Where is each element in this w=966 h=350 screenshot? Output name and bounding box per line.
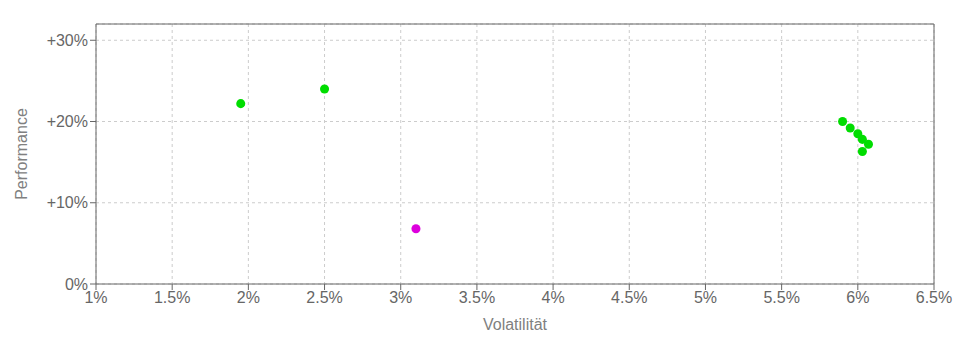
svg-text:1.5%: 1.5% (154, 289, 190, 306)
svg-text:3%: 3% (389, 289, 412, 306)
svg-text:4%: 4% (542, 289, 565, 306)
svg-text:Volatilität: Volatilität (483, 316, 548, 333)
svg-text:3.5%: 3.5% (459, 289, 495, 306)
svg-text:4.5%: 4.5% (611, 289, 647, 306)
svg-text:+20%: +20% (47, 113, 88, 130)
svg-text:Performance: Performance (13, 108, 30, 200)
svg-text:1%: 1% (84, 289, 108, 307)
svg-text:+10%: +10% (47, 194, 88, 211)
svg-text:6%: 6% (846, 289, 869, 306)
svg-text:0%: 0% (65, 276, 88, 293)
svg-text:5.5%: 5.5% (763, 289, 799, 306)
svg-text:+30%: +30% (47, 32, 88, 49)
svg-text:2.5%: 2.5% (306, 289, 342, 306)
svg-text:2%: 2% (237, 289, 260, 306)
svg-text:5%: 5% (694, 289, 717, 306)
svg-text:6.5%: 6.5% (916, 289, 952, 306)
